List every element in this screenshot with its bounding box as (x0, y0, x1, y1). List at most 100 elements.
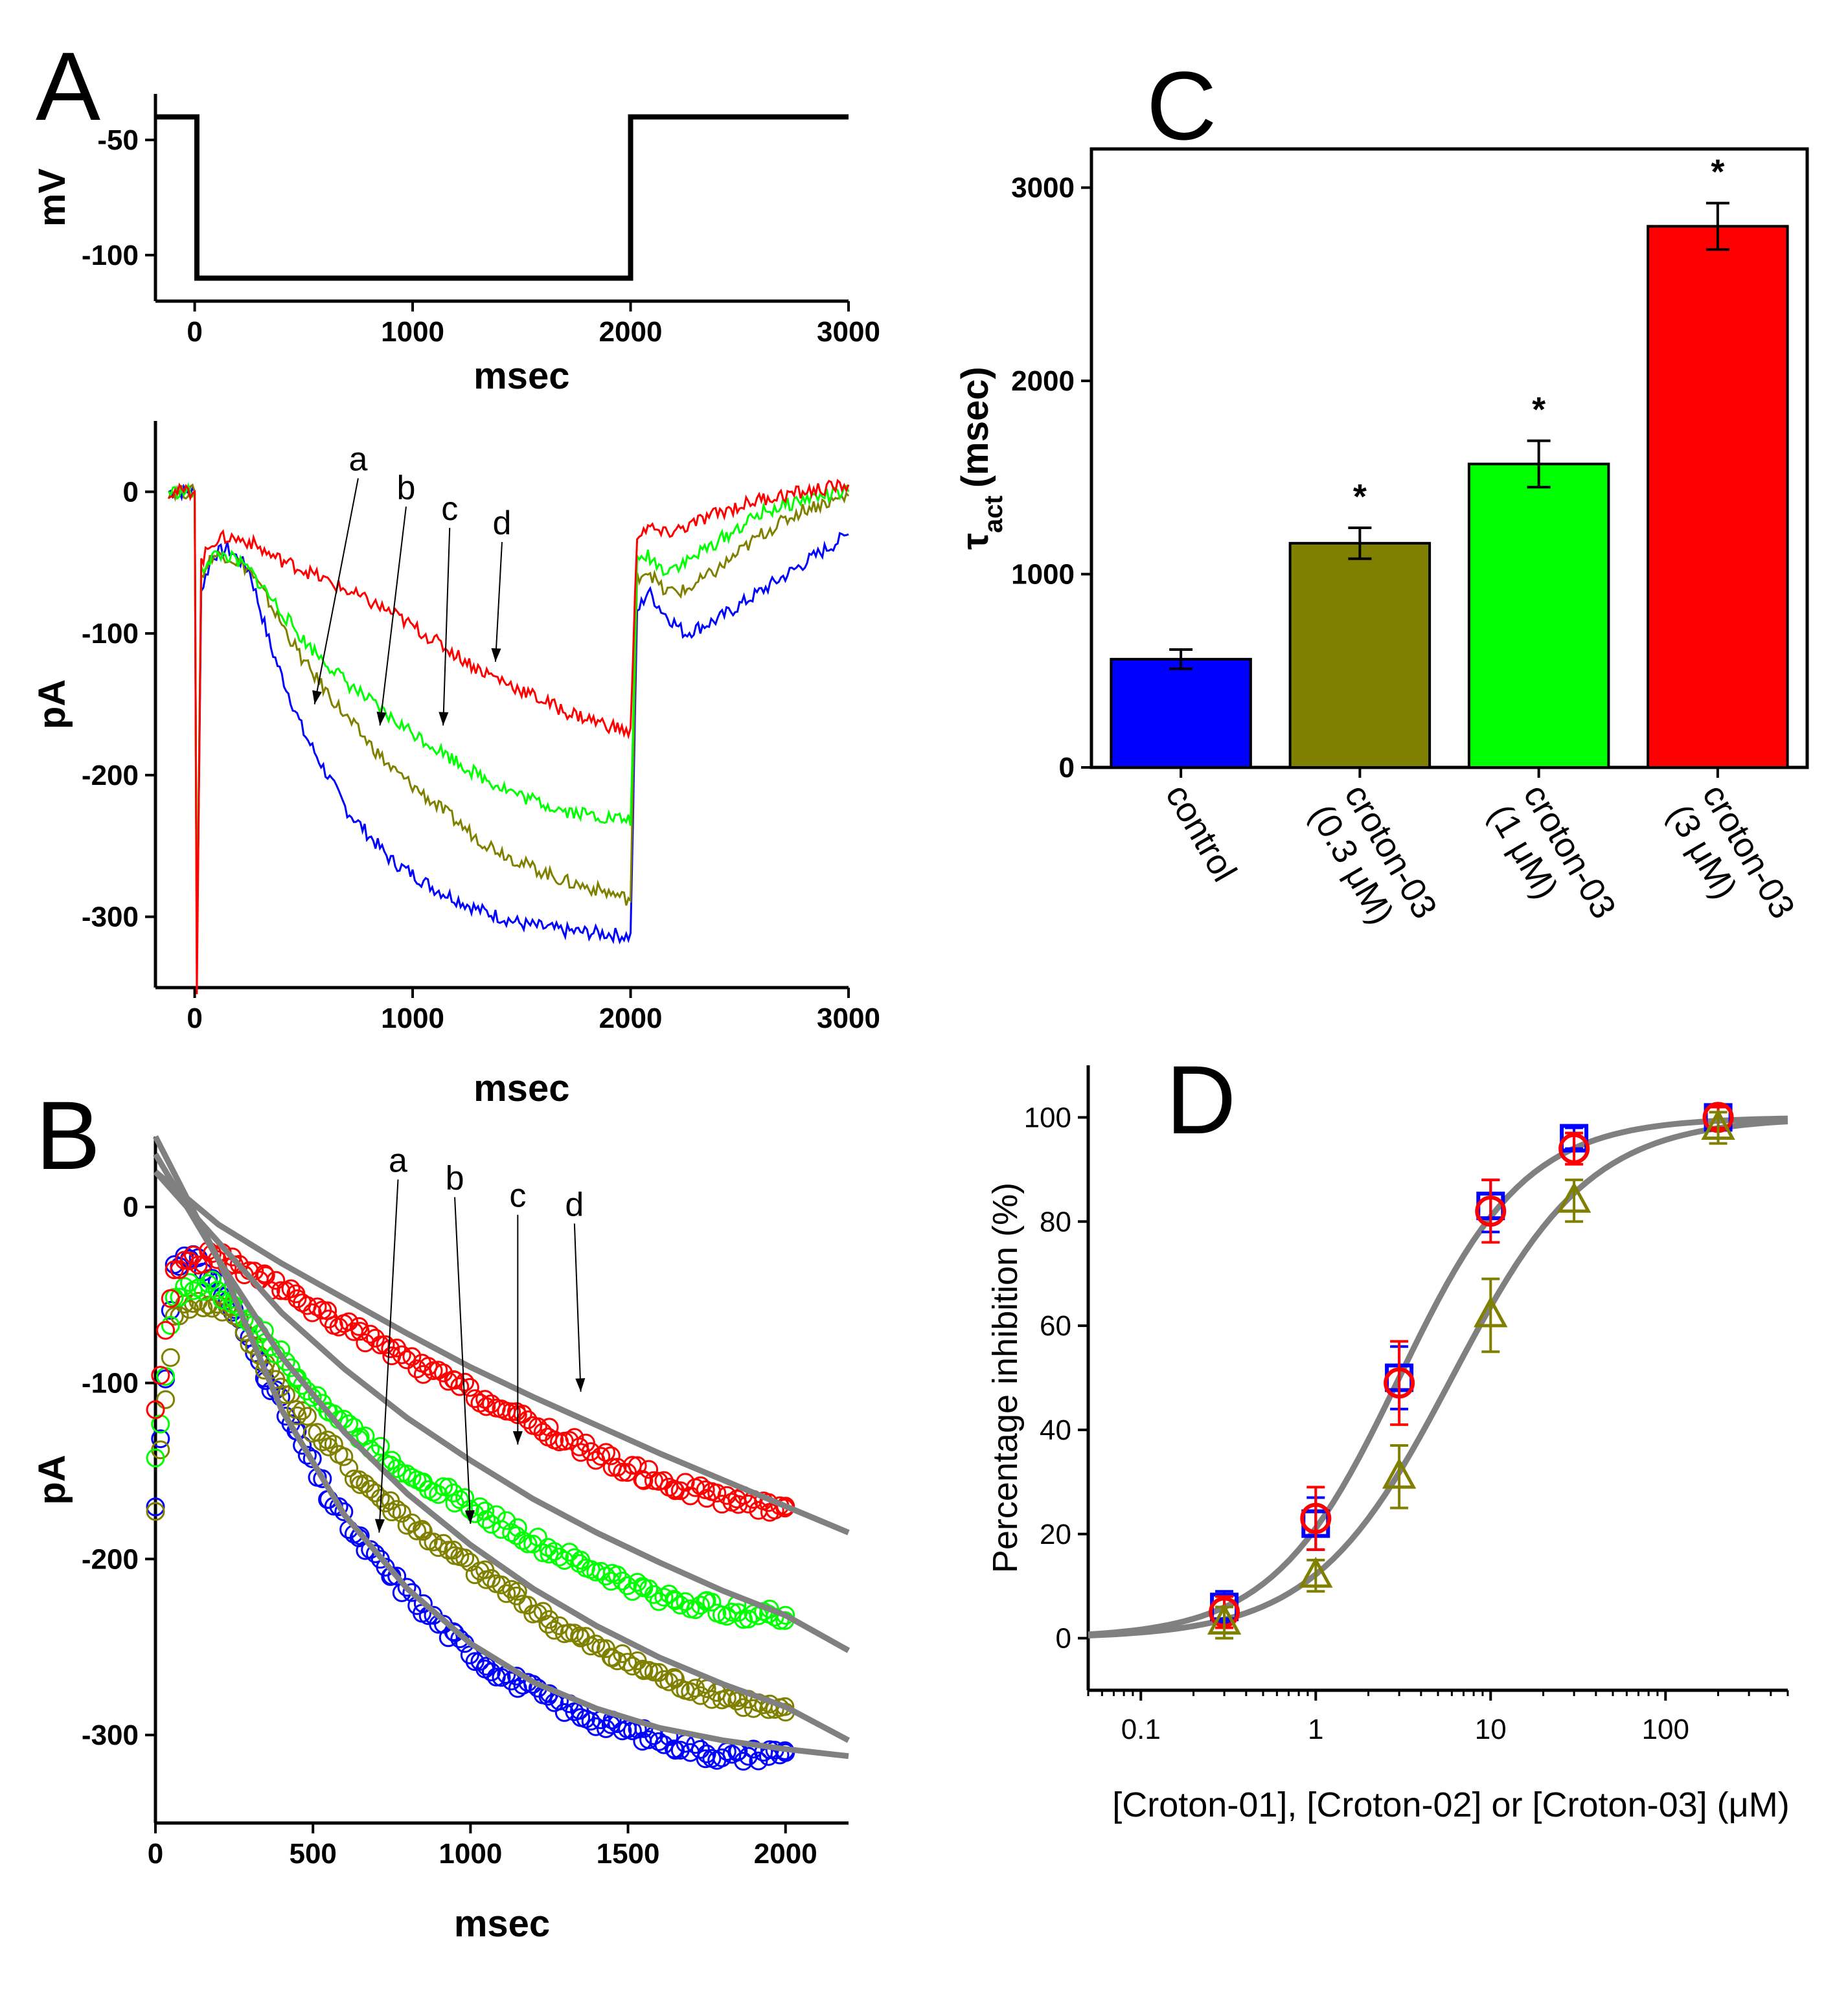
d-y-tick-label: 0 (1056, 1623, 1071, 1655)
b-data-point-d (571, 1443, 591, 1462)
a-current-x-tick-label: 0 (187, 1002, 202, 1034)
d-fit-curve-1 (1088, 1118, 1788, 1638)
b-data-point-b (622, 1657, 642, 1676)
b-data-point-a (649, 1732, 668, 1751)
b-data-point-c (175, 1277, 194, 1297)
a-current-arrow-b-head (376, 711, 387, 726)
b-data-point-c (161, 1316, 180, 1335)
b-data-point-c (659, 1584, 679, 1603)
c-bar-2 (1467, 462, 1610, 769)
b-data-point-d (707, 1484, 727, 1502)
b-data-point-a (402, 1583, 422, 1602)
b-data-point-c (356, 1426, 375, 1445)
b-data-point-a (439, 1628, 458, 1648)
b-data-point-a (297, 1445, 317, 1465)
d-y-axis-title: Percentage inhibition (%) (986, 1183, 1025, 1573)
a-current-trace-label-a: a (348, 441, 367, 479)
b-data-point-c (702, 1592, 722, 1612)
a-protocol-x-tick-label: 0 (187, 316, 202, 348)
c-category-label-3: croton-03(3 μM) (1660, 778, 1803, 946)
b-data-point-d (540, 1418, 559, 1437)
b-data-point-b (361, 1480, 380, 1499)
b-data-point-d (361, 1324, 380, 1344)
a-protocol-x-tick-label: 1000 (381, 316, 444, 348)
b-data-point-d (165, 1260, 184, 1280)
b-data-point-c (518, 1534, 538, 1554)
a-current-arrow-b-shaft (379, 506, 407, 726)
b-data-point-b (366, 1483, 385, 1502)
b-y-tick-label: 0 (123, 1192, 139, 1223)
b-data-point-c (665, 1590, 684, 1609)
b-arrow-d-shaft (573, 1223, 582, 1392)
d-marker-Croton-02 (1558, 1133, 1590, 1164)
b-data-point-a (366, 1544, 385, 1563)
b-x-tick-label: 500 (289, 1838, 336, 1870)
b-data-point-a (397, 1578, 416, 1597)
b-data-point-a (151, 1429, 170, 1449)
b-data-point-b (146, 1502, 165, 1521)
b-data-point-c (613, 1571, 632, 1591)
b-data-point-d (513, 1405, 532, 1423)
c-category-label-0: control (1158, 778, 1244, 888)
b-data-point-b (545, 1620, 564, 1640)
d-y-tick-label: 40 (1040, 1414, 1071, 1446)
b-data-point-b (540, 1610, 559, 1629)
a-current-trace-label-b: b (396, 469, 415, 506)
b-arrow-a-shaft (378, 1179, 399, 1533)
b-data-point-d (302, 1303, 322, 1322)
b-data-point-d (528, 1417, 547, 1436)
b-fit-curve-c (153, 1170, 850, 1653)
b-data-point-c (439, 1477, 458, 1497)
b-data-point-d (156, 1320, 176, 1340)
b-data-point-a (690, 1739, 710, 1759)
d-marker-Croton-02 (1384, 1367, 1415, 1399)
panel-c-bar-chart: 0 1000 2000 3000 τact(msec) control * croton-03… (954, 147, 1809, 946)
d-y-tick-label: 20 (1040, 1519, 1071, 1550)
panel-label-c: C (1146, 51, 1216, 160)
b-data-point-b (482, 1569, 501, 1588)
b-data-point-a (329, 1497, 348, 1516)
b-data-point-d (376, 1335, 395, 1354)
d-x-axis-title: [Croton-01], [Croton-02] or [Croton-03] … (1112, 1785, 1790, 1824)
b-data-point-b (324, 1434, 343, 1454)
b-data-point-c (508, 1518, 527, 1537)
b-data-point-b (570, 1626, 589, 1646)
d-x-tick-label: 10 (1475, 1714, 1507, 1745)
b-data-point-d (350, 1322, 370, 1341)
a-current-trace-c (167, 482, 850, 958)
b-data-point-c (207, 1280, 227, 1300)
a-current-arrow-c-shaft (442, 528, 451, 726)
a-current-trace-a (168, 483, 849, 957)
c-bar-0 (1110, 657, 1252, 769)
b-data-point-c (477, 1510, 496, 1529)
a-current-x-tick-label: 2000 (599, 1002, 663, 1034)
a-current-x-tick-label: 1000 (381, 1002, 444, 1034)
b-data-point-b (413, 1520, 431, 1539)
d-x-tick-label: 1 (1308, 1714, 1323, 1745)
b-data-point-a (413, 1594, 433, 1613)
b-data-point-c (550, 1547, 569, 1567)
a-protocol-y-tick-label: -50 (97, 124, 139, 156)
b-arrow-c-head (512, 1431, 523, 1445)
b-data-point-c (397, 1464, 416, 1484)
b-arrow-d-head (575, 1378, 586, 1392)
d-marker-Croton-03 (1557, 1181, 1591, 1213)
b-data-point-c (639, 1579, 659, 1598)
b-x-axis-title: msec (454, 1903, 550, 1945)
b-data-point-a (666, 1741, 685, 1760)
b-data-point-b (334, 1447, 354, 1466)
b-data-point-b (339, 1458, 359, 1478)
a-current-x-axis-title: msec (473, 1067, 569, 1109)
b-arrow-b-head (464, 1510, 475, 1524)
a-protocol-x-tick-label: 2000 (599, 316, 663, 348)
b-data-point-d (482, 1394, 501, 1414)
b-data-point-c (387, 1459, 407, 1478)
b-data-point-c (482, 1515, 501, 1534)
a-current-arrow-d-shaft (494, 541, 503, 662)
a-current-y-tick-label: -100 (82, 618, 139, 650)
d-marker-Croton-02 (1300, 1502, 1332, 1534)
b-data-point-b (161, 1348, 180, 1367)
b-data-point-b (286, 1399, 306, 1419)
b-data-point-c (738, 1609, 758, 1629)
